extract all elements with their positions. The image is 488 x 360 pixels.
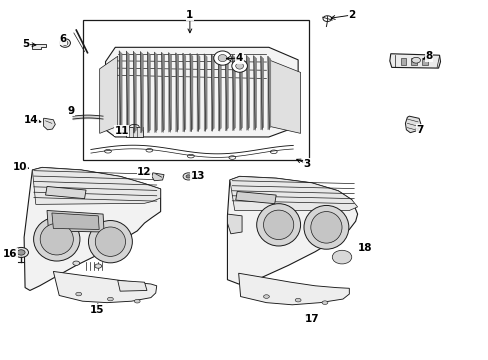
Ellipse shape	[231, 60, 247, 72]
Polygon shape	[105, 47, 298, 137]
Ellipse shape	[134, 300, 140, 303]
Ellipse shape	[14, 247, 28, 257]
Polygon shape	[118, 280, 147, 291]
Text: 11: 11	[114, 126, 129, 135]
Text: 1: 1	[186, 10, 193, 20]
Ellipse shape	[40, 224, 73, 255]
Polygon shape	[268, 60, 300, 134]
Polygon shape	[126, 51, 129, 133]
Polygon shape	[32, 44, 45, 49]
Polygon shape	[204, 54, 207, 131]
Bar	[400, 58, 406, 64]
Polygon shape	[225, 55, 228, 131]
Ellipse shape	[183, 173, 193, 180]
Text: 6: 6	[60, 35, 66, 44]
Polygon shape	[43, 118, 55, 130]
Polygon shape	[389, 54, 440, 68]
Ellipse shape	[95, 227, 125, 256]
Ellipse shape	[331, 250, 351, 264]
Polygon shape	[253, 56, 256, 130]
Polygon shape	[235, 192, 276, 204]
Polygon shape	[100, 56, 118, 134]
Ellipse shape	[310, 212, 341, 243]
Ellipse shape	[263, 295, 269, 298]
Polygon shape	[47, 211, 104, 232]
Polygon shape	[152, 173, 163, 181]
Ellipse shape	[34, 217, 80, 261]
Polygon shape	[140, 52, 143, 133]
Ellipse shape	[323, 16, 331, 22]
Ellipse shape	[88, 221, 132, 263]
Polygon shape	[238, 273, 348, 305]
Polygon shape	[119, 51, 122, 134]
Polygon shape	[45, 186, 86, 199]
Polygon shape	[168, 53, 171, 132]
Ellipse shape	[60, 39, 70, 47]
Text: 16: 16	[3, 248, 18, 258]
Polygon shape	[267, 56, 270, 130]
Ellipse shape	[218, 54, 226, 62]
Bar	[82, 21, 309, 160]
Ellipse shape	[213, 51, 231, 65]
Text: 2: 2	[347, 10, 355, 20]
Text: 3: 3	[303, 159, 310, 169]
Ellipse shape	[411, 57, 420, 63]
Ellipse shape	[95, 264, 102, 268]
Polygon shape	[232, 55, 235, 131]
Polygon shape	[133, 51, 136, 133]
Ellipse shape	[73, 261, 80, 265]
Polygon shape	[147, 52, 150, 133]
Ellipse shape	[17, 250, 25, 255]
Text: 13: 13	[190, 171, 205, 181]
Ellipse shape	[256, 204, 300, 246]
Text: 15: 15	[90, 305, 104, 315]
Polygon shape	[52, 213, 99, 229]
Ellipse shape	[76, 292, 81, 296]
Ellipse shape	[107, 297, 113, 301]
Polygon shape	[190, 54, 193, 132]
Ellipse shape	[235, 63, 243, 69]
Ellipse shape	[263, 210, 293, 239]
Polygon shape	[227, 176, 357, 284]
Ellipse shape	[185, 175, 190, 178]
Ellipse shape	[295, 298, 301, 302]
Ellipse shape	[304, 206, 348, 249]
Polygon shape	[405, 116, 420, 133]
Bar	[410, 58, 416, 64]
Polygon shape	[32, 167, 160, 204]
Polygon shape	[24, 167, 160, 291]
Text: 8: 8	[425, 51, 431, 61]
Text: 5: 5	[22, 40, 30, 49]
Polygon shape	[53, 271, 157, 303]
Ellipse shape	[62, 41, 68, 45]
Text: 9: 9	[68, 106, 75, 116]
Bar	[421, 58, 427, 64]
Polygon shape	[218, 54, 221, 131]
Polygon shape	[260, 56, 263, 130]
Polygon shape	[197, 54, 200, 131]
Text: 7: 7	[415, 125, 423, 135]
Polygon shape	[176, 53, 179, 132]
Polygon shape	[211, 54, 214, 131]
Bar	[126, 127, 142, 137]
Text: 4: 4	[235, 53, 243, 63]
Polygon shape	[162, 53, 164, 132]
Polygon shape	[154, 52, 157, 132]
Text: 17: 17	[304, 314, 319, 324]
Ellipse shape	[322, 301, 327, 305]
Polygon shape	[239, 55, 242, 130]
Text: 12: 12	[137, 167, 151, 177]
Text: 18: 18	[357, 243, 372, 253]
Polygon shape	[227, 214, 242, 234]
Text: 14: 14	[23, 115, 38, 125]
Text: 10: 10	[13, 162, 27, 172]
Polygon shape	[246, 55, 249, 130]
Polygon shape	[229, 176, 357, 211]
Polygon shape	[183, 53, 185, 132]
